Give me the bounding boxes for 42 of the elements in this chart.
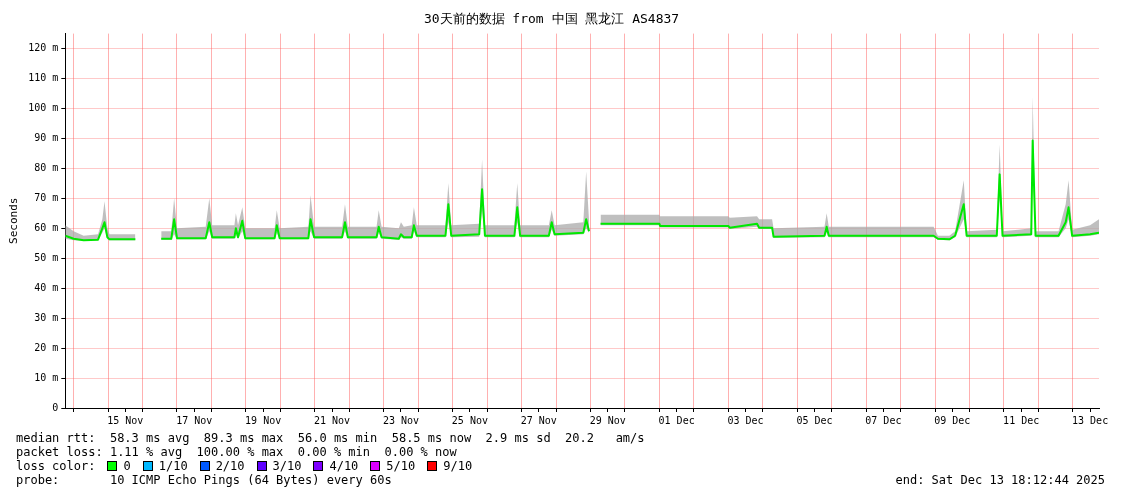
text: 0 (123, 459, 131, 473)
y-tick-label: 110 m (28, 72, 59, 84)
y-tick-label: 0 (52, 401, 59, 413)
text: packet loss: 1.11 % avg 100.00 % max 0.00 % min 0.00 % now (16, 445, 457, 459)
x-tick-label: 17 Nov (176, 414, 213, 426)
text: probe: 10 ICMP Echo Pings (64 Bytes) every 60s (16, 473, 392, 487)
y-tick-label: 50 m (34, 251, 59, 263)
x-tick-label: 25 Nov (451, 414, 488, 426)
text: median rtt: 58.3 ms avg 89.3 ms max 56.0 ms min 58.5 ms now 2.9 ms sd 20.2 am/s (16, 431, 645, 445)
y-tick-label: 70 m (34, 191, 59, 203)
text: 1/10 (158, 459, 188, 473)
text: loss color: (16, 459, 96, 473)
x-tick-label: 29 Nov (589, 414, 626, 426)
y-tick-label: 40 m (34, 281, 59, 293)
x-tick-label: 15 Nov (107, 414, 144, 426)
x-tick-label: 03 Dec (727, 414, 764, 426)
x-tick-label: 09 Dec (934, 414, 971, 426)
x-tick-label: 21 Nov (313, 414, 351, 426)
x-tick-label: 19 Nov (245, 414, 282, 426)
y-tick-label: 90 m (34, 132, 59, 144)
text: 2/10 (215, 459, 245, 473)
x-tick-label: 11 Dec (1003, 414, 1040, 426)
text: end: Sat Dec 13 18:12:44 2025 (895, 473, 1105, 487)
chart-title: 30天前的数据 from 中国 黑龙江 AS4837 (423, 11, 680, 27)
y-axis-title: Seconds (7, 197, 21, 244)
text: 4/10 (329, 459, 359, 473)
text: 3/10 (272, 459, 302, 473)
x-tick-label: 07 Dec (865, 414, 902, 426)
x-tick-label: 05 Dec (796, 414, 833, 426)
y-tick-label: 60 m (34, 221, 59, 233)
y-tick-label: 10 m (34, 371, 59, 383)
text: 9/10 (443, 459, 473, 473)
x-tick-label: 27 Nov (520, 414, 557, 426)
y-tick-label: 80 m (34, 161, 59, 173)
x-tick-label: 13 Dec (1072, 414, 1109, 426)
x-tick-label: 23 Nov (382, 414, 420, 426)
y-tick-label: 20 m (34, 341, 59, 353)
y-tick-label: 30 m (34, 311, 59, 323)
y-tick-label: 100 m (28, 102, 59, 114)
text: 5/10 (386, 459, 416, 473)
y-tick-label: 120 m (28, 42, 59, 54)
x-tick-label: 01 Dec (658, 414, 695, 426)
